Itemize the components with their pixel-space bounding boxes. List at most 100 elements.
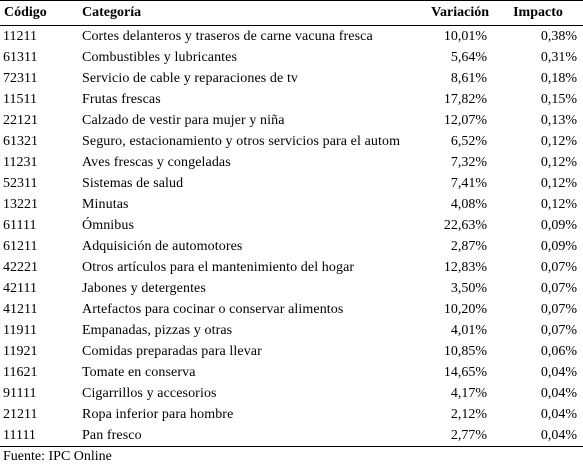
cell-category: Sistemas de salud [82,175,184,191]
table-row: 11231 Aves frescas y congeladas 7,32% 0,12% [0,152,583,173]
cell-code: 13221 [3,196,38,212]
cell-impact: 0,06% [540,343,577,359]
source-note: Fuente: IPC Online [3,449,112,464]
cell-code: 42221 [3,259,38,275]
cell-impact: 0,12% [540,154,577,170]
cell-category: Ropa inferior para hombre [82,406,234,422]
cell-impact: 0,07% [540,301,577,317]
cell-category: Otros artículos para el mantenimiento de… [82,259,355,275]
cell-impact: 0,31% [540,49,577,65]
table-row: 41211 Artefactos para cocinar o conservar… [0,299,583,320]
table-row: 11911 Empanadas, pizzas y otras 4,01% 0,07% [0,320,583,341]
cell-category: Adquisición de automotores [82,238,243,254]
cell-code: 91111 [3,385,37,401]
cell-category: Artefactos para cocinar o conservar alim… [82,301,344,317]
cell-category: Aves frescas y congeladas [82,154,231,170]
cell-category: Cigarrillos y accesorios [82,385,217,401]
cell-category: Calzado de vestir para mujer y niña [82,112,285,128]
cell-code: 42111 [3,280,37,296]
cell-code: 11911 [3,322,37,338]
cell-variation: 12,83% [443,259,487,275]
cell-impact: 0,38% [540,28,577,44]
header-category: Categoría [78,0,400,26]
cell-impact: 0,04% [540,406,577,422]
cell-variation: 10,01% [443,28,487,44]
cell-variation: 7,32% [450,154,487,170]
cell-category: Ómnibus [82,217,135,233]
table-row: 61321 Seguro, estacionamiento y otros ser… [0,131,583,152]
cell-impact: 0,07% [540,280,577,296]
cell-impact: 0,04% [493,425,583,447]
cell-code: 61321 [3,133,38,149]
table-row: 61311 Combustibles y lubricantes 5,64% 0,31… [0,47,583,68]
cell-category: Minutas [82,196,129,212]
cell-variation: 2,12% [450,406,487,422]
cell-code: 11111 [0,425,78,447]
table-row: 42111 Jabones y detergentes 3,50% 0,07% [0,278,583,299]
cell-variation: 10,85% [443,343,487,359]
cell-variation: 4,08% [450,196,487,212]
cell-variation: 7,41% [450,175,487,191]
cell-impact: 0,12% [540,133,577,149]
table-row: 52311 Sistemas de salud 7,41% 0,12% [0,173,583,194]
table-row: 11211 Cortes delanteros y traseros de car… [0,26,583,48]
cell-category: Seguro, estacionamiento y otros servicio… [82,133,400,149]
cell-impact: 0,12% [540,196,577,212]
cell-category: Frutas frescas [82,91,161,107]
cell-category: Empanadas, pizzas y otras [82,322,233,338]
header-impact: Impacto [493,0,583,26]
table-row: 22121 Calzado de vestir para mujer y niña… [0,110,583,131]
cell-code: 22121 [3,112,38,128]
cell-variation: 5,64% [450,49,487,65]
cell-variation: 2,77% [400,425,493,447]
cell-variation: 14,65% [443,364,487,380]
cell-variation: 2,87% [450,238,487,254]
cell-variation: 12,07% [443,112,487,128]
table-row: 13221 Minutas 4,08% 0,12% [0,194,583,215]
cell-impact: 0,09% [540,217,577,233]
cell-impact: 0,04% [540,385,577,401]
table-row: 61111 Ómnibus 22,63% 0,09% [0,215,583,236]
table-row: 42221 Otros artículos para el mantenimien… [0,257,583,278]
header-row: Código Categoría Variación Impacto [0,0,583,26]
cell-code: 11921 [3,343,38,359]
cell-code: 11621 [3,364,38,380]
header-variation: Variación [400,0,493,26]
header-code: Código [0,0,78,26]
table-row: 11111 Pan fresco 2,77% 0,04% [0,425,583,447]
cell-variation: 4,17% [450,385,487,401]
table-row: 61211 Adquisición de automotores 2,87% 0,09… [0,236,583,257]
cell-impact: 0,13% [540,112,577,128]
table-row: 11921 Comidas preparadas para llevar 10,85… [0,341,583,362]
cell-code: 21211 [3,406,38,422]
cell-variation: 4,01% [450,322,487,338]
cell-impact: 0,04% [540,364,577,380]
table-row: 11511 Frutas frescas 17,82% 0,15% [0,89,583,110]
table-row: 91111 Cigarrillos y accesorios 4,17% 0,04% [0,383,583,404]
cell-variation: 17,82% [443,91,487,107]
cell-impact: 0,07% [540,259,577,275]
table-body: 11211 Cortes delanteros y traseros de car… [0,26,583,447]
table-header: Código Categoría Variación Impacto [0,0,583,26]
cell-code: 72311 [3,70,38,86]
cell-category: Tomate en conserva [82,364,196,380]
cell-variation: 22,63% [443,217,487,233]
cell-code: 52311 [3,175,38,191]
cell-impact: 0,09% [540,238,577,254]
table-row: 72311 Servicio de cable y reparaciones de… [0,68,583,89]
cell-impact: 0,12% [540,175,577,191]
cell-variation: 3,50% [450,280,487,296]
table-row: 21211 Ropa inferior para hombre 2,12% 0,04% [0,404,583,425]
cell-category: Pan fresco [78,425,400,447]
cell-code: 61111 [3,217,37,233]
cell-code: 41211 [3,301,38,317]
cell-category: Jabones y detergentes [82,280,206,296]
cell-impact: 0,07% [540,322,577,338]
cell-code: 11231 [3,154,38,170]
cell-variation: 8,61% [450,70,487,86]
cell-variation: 10,20% [443,301,487,317]
cell-code: 61311 [3,49,38,65]
cell-code: 11511 [3,91,37,107]
table-row: 11621 Tomate en conserva 14,65% 0,04% [0,362,583,383]
